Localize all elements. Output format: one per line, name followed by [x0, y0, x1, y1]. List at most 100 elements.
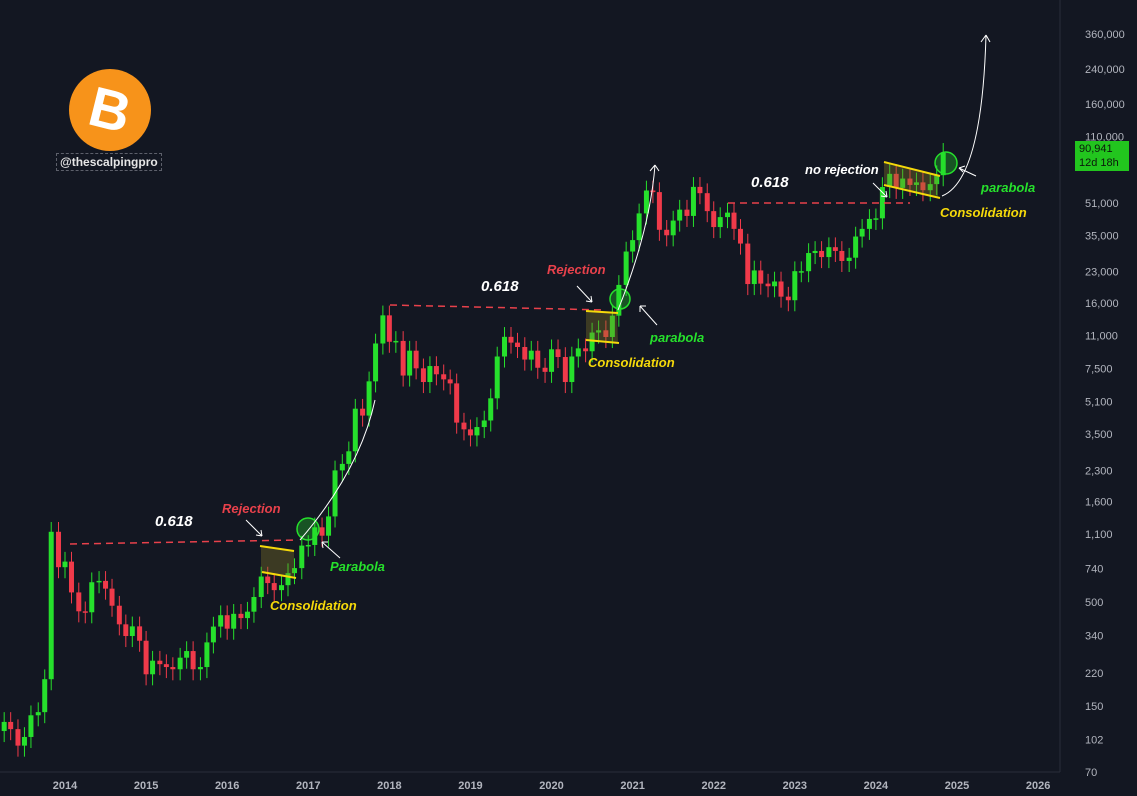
- candle-body[interactable]: [474, 427, 480, 436]
- candle-body[interactable]: [447, 379, 453, 384]
- candle-body[interactable]: [1, 721, 7, 732]
- candle-body[interactable]: [42, 679, 48, 713]
- candle-body[interactable]: [819, 250, 825, 258]
- candle-body[interactable]: [812, 250, 818, 254]
- candle-body[interactable]: [238, 613, 244, 619]
- candle-body[interactable]: [305, 544, 311, 547]
- candle-body[interactable]: [717, 217, 723, 228]
- candle-body[interactable]: [109, 588, 115, 606]
- candle-body[interactable]: [522, 347, 528, 360]
- candle-body[interactable]: [15, 729, 21, 746]
- candle-body[interactable]: [170, 667, 176, 670]
- candle-body[interactable]: [137, 626, 143, 641]
- candle-body[interactable]: [616, 284, 622, 316]
- candle-body[interactable]: [386, 315, 392, 342]
- candle-body[interactable]: [420, 368, 426, 383]
- candle-body[interactable]: [853, 236, 859, 258]
- candle-body[interactable]: [549, 349, 555, 372]
- candle-body[interactable]: [575, 348, 581, 357]
- candle-body[interactable]: [765, 283, 771, 287]
- candle-body[interactable]: [319, 527, 325, 536]
- candle-body[interactable]: [913, 182, 919, 185]
- candle-body[interactable]: [589, 332, 595, 352]
- candle-body[interactable]: [21, 736, 27, 746]
- candle-body[interactable]: [224, 615, 230, 629]
- candle-body[interactable]: [312, 527, 318, 545]
- candle-body[interactable]: [393, 340, 399, 343]
- candle-body[interactable]: [879, 187, 885, 219]
- candle-body[interactable]: [400, 340, 406, 376]
- candle-body[interactable]: [197, 667, 203, 670]
- candle-body[interactable]: [62, 561, 68, 568]
- candle-body[interactable]: [690, 186, 696, 216]
- candle-body[interactable]: [76, 592, 82, 612]
- candle-body[interactable]: [441, 374, 447, 380]
- candle-body[interactable]: [920, 182, 926, 191]
- candle-body[interactable]: [204, 642, 210, 668]
- candle-body[interactable]: [508, 336, 514, 343]
- candle-body[interactable]: [184, 651, 190, 658]
- candle-body[interactable]: [251, 597, 257, 612]
- candle-body[interactable]: [123, 624, 129, 637]
- candle-body[interactable]: [927, 184, 933, 191]
- candle-body[interactable]: [684, 209, 690, 216]
- candle-body[interactable]: [89, 582, 95, 613]
- candle-body[interactable]: [609, 315, 615, 337]
- candle-body[interactable]: [502, 336, 508, 357]
- candle-body[interactable]: [28, 715, 34, 737]
- candle-body[interactable]: [285, 573, 291, 586]
- candle-body[interactable]: [96, 580, 102, 583]
- candle-body[interactable]: [210, 626, 216, 643]
- candle-body[interactable]: [56, 531, 62, 568]
- candle-body[interactable]: [82, 611, 88, 613]
- candle-body[interactable]: [48, 531, 54, 680]
- candle-body[interactable]: [129, 626, 135, 637]
- candle-body[interactable]: [467, 429, 473, 436]
- candle-body[interactable]: [150, 660, 156, 675]
- candle-body[interactable]: [514, 342, 520, 348]
- candle-body[interactable]: [157, 660, 163, 665]
- candle-body[interactable]: [900, 178, 906, 188]
- candle-body[interactable]: [596, 330, 602, 333]
- candle-body[interactable]: [778, 281, 784, 297]
- candle-body[interactable]: [68, 561, 74, 593]
- candle-body[interactable]: [839, 250, 845, 261]
- candle-body[interactable]: [806, 253, 812, 272]
- candle-body[interactable]: [265, 576, 271, 584]
- candle-body[interactable]: [494, 356, 500, 399]
- candle-body[interactable]: [792, 271, 798, 301]
- candle-body[interactable]: [258, 576, 264, 598]
- candle-body[interactable]: [454, 383, 460, 423]
- candle-body[interactable]: [413, 350, 419, 369]
- candle-body[interactable]: [603, 330, 609, 337]
- candle-body[interactable]: [279, 585, 285, 591]
- candle-body[interactable]: [231, 613, 237, 629]
- candle-body[interactable]: [535, 350, 541, 368]
- candle-body[interactable]: [630, 240, 636, 252]
- candle-body[interactable]: [934, 175, 940, 185]
- candle-body[interactable]: [798, 271, 804, 273]
- candle-body[interactable]: [366, 381, 372, 416]
- candle-body[interactable]: [407, 350, 413, 376]
- candle-body[interactable]: [697, 186, 703, 194]
- candle-body[interactable]: [569, 356, 575, 383]
- candle-body[interactable]: [339, 463, 345, 471]
- candle-body[interactable]: [360, 408, 366, 416]
- candle-body[interactable]: [244, 611, 250, 619]
- candle-body[interactable]: [907, 178, 913, 185]
- candle-body[interactable]: [656, 192, 662, 230]
- candle-body[interactable]: [143, 640, 149, 675]
- candle-body[interactable]: [8, 721, 14, 730]
- candle-body[interactable]: [731, 212, 737, 229]
- candle-body[interactable]: [326, 516, 332, 536]
- candle-body[interactable]: [737, 228, 743, 244]
- candle-body[interactable]: [772, 281, 778, 287]
- candle-body[interactable]: [177, 657, 183, 670]
- candle-body[interactable]: [163, 664, 169, 668]
- candle-body[interactable]: [562, 357, 568, 383]
- candle-body[interactable]: [940, 152, 946, 176]
- candle-body[interactable]: [528, 350, 534, 360]
- candle-body[interactable]: [103, 580, 109, 589]
- candle-body[interactable]: [35, 712, 41, 716]
